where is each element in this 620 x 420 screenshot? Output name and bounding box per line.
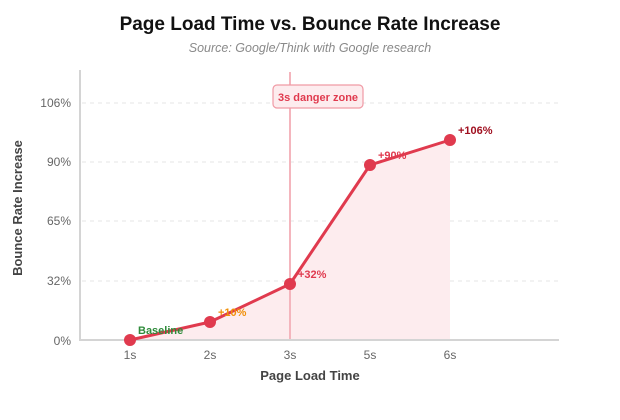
x-tick: 3s bbox=[284, 348, 297, 362]
area-fill bbox=[130, 140, 450, 340]
chart-title: Page Load Time vs. Bounce Rate Increase bbox=[119, 14, 501, 35]
annotation-106: +106% bbox=[458, 125, 493, 137]
data-point-5s[interactable] bbox=[364, 159, 376, 171]
data-point-1s[interactable] bbox=[124, 334, 136, 346]
y-tick: 65% bbox=[47, 214, 71, 228]
x-tick: 5s bbox=[364, 348, 377, 362]
data-point-2s[interactable] bbox=[204, 316, 216, 328]
y-tick: 106% bbox=[40, 96, 71, 110]
chart-subtitle: Source: Google/Think with Google researc… bbox=[188, 41, 432, 55]
x-tick: 2s bbox=[204, 348, 217, 362]
y-tick: 32% bbox=[47, 274, 71, 288]
data-point-6s[interactable] bbox=[444, 134, 456, 146]
x-axis-title: Page Load Time bbox=[260, 368, 359, 383]
annotation-32: +32% bbox=[298, 269, 327, 281]
annotation-90: +90% bbox=[378, 150, 407, 162]
annotation-10: +10% bbox=[218, 307, 247, 319]
y-tick-labels: 0% 32% 65% 90% 106% bbox=[40, 96, 71, 348]
x-tick: 6s bbox=[444, 348, 457, 362]
data-point-3s[interactable] bbox=[284, 278, 296, 290]
y-axis-title: Bounce Rate Increase bbox=[10, 140, 25, 276]
data-points bbox=[124, 134, 456, 346]
danger-zone-badge: 3s danger zone bbox=[272, 84, 364, 109]
x-tick: 1s bbox=[124, 348, 137, 362]
y-tick: 90% bbox=[47, 155, 71, 169]
danger-zone-label: 3s danger zone bbox=[278, 92, 358, 104]
y-tick: 0% bbox=[54, 334, 72, 348]
annotation-baseline: Baseline bbox=[138, 325, 183, 337]
x-tick-labels: 1s 2s 3s 5s 6s bbox=[124, 348, 457, 362]
